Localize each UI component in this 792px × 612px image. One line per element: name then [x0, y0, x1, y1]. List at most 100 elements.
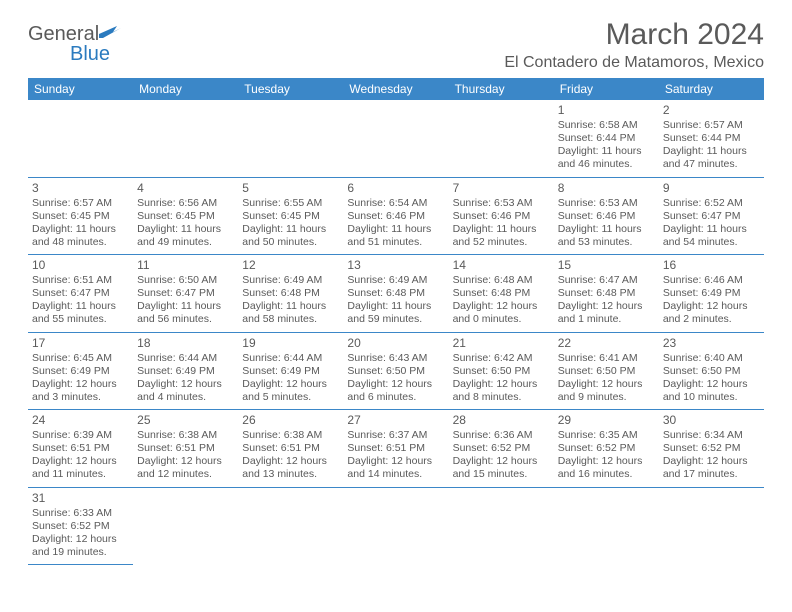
- brand-text-b: Blue: [70, 43, 110, 65]
- calendar-cell: 17Sunrise: 6:45 AMSunset: 6:49 PMDayligh…: [28, 333, 133, 411]
- calendar-cell: 27Sunrise: 6:37 AMSunset: 6:51 PMDayligh…: [343, 410, 448, 488]
- calendar-cell: 22Sunrise: 6:41 AMSunset: 6:50 PMDayligh…: [554, 333, 659, 411]
- calendar-cell-empty: [238, 100, 343, 178]
- daylight-text: Daylight: 12 hours: [32, 378, 129, 391]
- sunset-text: Sunset: 6:52 PM: [558, 442, 655, 455]
- day-number: 5: [242, 181, 339, 196]
- sunrise-text: Sunrise: 6:46 AM: [663, 274, 760, 287]
- sunrise-text: Sunrise: 6:53 AM: [558, 197, 655, 210]
- daylight-text-2: and 10 minutes.: [663, 391, 760, 404]
- daylight-text-2: and 58 minutes.: [242, 313, 339, 326]
- daylight-text: Daylight: 11 hours: [347, 300, 444, 313]
- sunrise-text: Sunrise: 6:55 AM: [242, 197, 339, 210]
- day-number: 22: [558, 336, 655, 351]
- sunset-text: Sunset: 6:47 PM: [32, 287, 129, 300]
- sunset-text: Sunset: 6:52 PM: [663, 442, 760, 455]
- day-number: 30: [663, 413, 760, 428]
- calendar-cell: 28Sunrise: 6:36 AMSunset: 6:52 PMDayligh…: [449, 410, 554, 488]
- daylight-text: Daylight: 12 hours: [347, 378, 444, 391]
- sunset-text: Sunset: 6:52 PM: [453, 442, 550, 455]
- sunrise-text: Sunrise: 6:34 AM: [663, 429, 760, 442]
- daylight-text: Daylight: 12 hours: [137, 455, 234, 468]
- sunset-text: Sunset: 6:49 PM: [242, 365, 339, 378]
- sunrise-text: Sunrise: 6:48 AM: [453, 274, 550, 287]
- sunrise-text: Sunrise: 6:39 AM: [32, 429, 129, 442]
- sunset-text: Sunset: 6:50 PM: [347, 365, 444, 378]
- day-number: 7: [453, 181, 550, 196]
- sunset-text: Sunset: 6:49 PM: [32, 365, 129, 378]
- weekday-header: Sunday: [28, 78, 133, 100]
- day-number: 18: [137, 336, 234, 351]
- daylight-text-2: and 3 minutes.: [32, 391, 129, 404]
- calendar-cell: 18Sunrise: 6:44 AMSunset: 6:49 PMDayligh…: [133, 333, 238, 411]
- weekday-header: Wednesday: [343, 78, 448, 100]
- calendar-header-row: Sunday Monday Tuesday Wednesday Thursday…: [28, 78, 764, 100]
- calendar-cell: 25Sunrise: 6:38 AMSunset: 6:51 PMDayligh…: [133, 410, 238, 488]
- sunset-text: Sunset: 6:48 PM: [558, 287, 655, 300]
- weekday-header: Tuesday: [238, 78, 343, 100]
- sunrise-text: Sunrise: 6:38 AM: [137, 429, 234, 442]
- calendar-cell: 20Sunrise: 6:43 AMSunset: 6:50 PMDayligh…: [343, 333, 448, 411]
- day-number: 17: [32, 336, 129, 351]
- weekday-header: Friday: [554, 78, 659, 100]
- calendar-cell: 26Sunrise: 6:38 AMSunset: 6:51 PMDayligh…: [238, 410, 343, 488]
- daylight-text: Daylight: 11 hours: [663, 145, 760, 158]
- sunset-text: Sunset: 6:46 PM: [347, 210, 444, 223]
- daylight-text: Daylight: 12 hours: [663, 378, 760, 391]
- calendar-cell: 8Sunrise: 6:53 AMSunset: 6:46 PMDaylight…: [554, 178, 659, 256]
- sunset-text: Sunset: 6:48 PM: [242, 287, 339, 300]
- calendar-body: 1Sunrise: 6:58 AMSunset: 6:44 PMDaylight…: [28, 100, 764, 565]
- sunrise-text: Sunrise: 6:54 AM: [347, 197, 444, 210]
- day-number: 28: [453, 413, 550, 428]
- day-number: 4: [137, 181, 234, 196]
- daylight-text-2: and 9 minutes.: [558, 391, 655, 404]
- sunset-text: Sunset: 6:51 PM: [242, 442, 339, 455]
- day-number: 1: [558, 103, 655, 118]
- day-number: 3: [32, 181, 129, 196]
- daylight-text-2: and 2 minutes.: [663, 313, 760, 326]
- sunrise-text: Sunrise: 6:56 AM: [137, 197, 234, 210]
- sunset-text: Sunset: 6:49 PM: [137, 365, 234, 378]
- daylight-text: Daylight: 12 hours: [32, 455, 129, 468]
- sunrise-text: Sunrise: 6:38 AM: [242, 429, 339, 442]
- daylight-text-2: and 11 minutes.: [32, 468, 129, 481]
- weekday-header: Saturday: [659, 78, 764, 100]
- sunrise-text: Sunrise: 6:44 AM: [137, 352, 234, 365]
- sunrise-text: Sunrise: 6:50 AM: [137, 274, 234, 287]
- daylight-text: Daylight: 12 hours: [347, 455, 444, 468]
- sunset-text: Sunset: 6:51 PM: [347, 442, 444, 455]
- sunrise-text: Sunrise: 6:49 AM: [242, 274, 339, 287]
- daylight-text-2: and 55 minutes.: [32, 313, 129, 326]
- daylight-text: Daylight: 11 hours: [242, 300, 339, 313]
- sunset-text: Sunset: 6:49 PM: [663, 287, 760, 300]
- daylight-text-2: and 46 minutes.: [558, 158, 655, 171]
- calendar-cell: 4Sunrise: 6:56 AMSunset: 6:45 PMDaylight…: [133, 178, 238, 256]
- calendar-cell: 30Sunrise: 6:34 AMSunset: 6:52 PMDayligh…: [659, 410, 764, 488]
- calendar-cell: 14Sunrise: 6:48 AMSunset: 6:48 PMDayligh…: [449, 255, 554, 333]
- daylight-text: Daylight: 12 hours: [242, 378, 339, 391]
- daylight-text-2: and 14 minutes.: [347, 468, 444, 481]
- sunset-text: Sunset: 6:45 PM: [32, 210, 129, 223]
- sunrise-text: Sunrise: 6:42 AM: [453, 352, 550, 365]
- calendar-cell: 5Sunrise: 6:55 AMSunset: 6:45 PMDaylight…: [238, 178, 343, 256]
- daylight-text-2: and 19 minutes.: [32, 546, 129, 559]
- day-number: 23: [663, 336, 760, 351]
- daylight-text-2: and 13 minutes.: [242, 468, 339, 481]
- daylight-text: Daylight: 12 hours: [453, 300, 550, 313]
- sunrise-text: Sunrise: 6:51 AM: [32, 274, 129, 287]
- daylight-text: Daylight: 11 hours: [242, 223, 339, 236]
- sunset-text: Sunset: 6:50 PM: [558, 365, 655, 378]
- sunset-text: Sunset: 6:52 PM: [32, 520, 129, 533]
- daylight-text: Daylight: 11 hours: [558, 145, 655, 158]
- daylight-text-2: and 51 minutes.: [347, 236, 444, 249]
- sunset-text: Sunset: 6:44 PM: [663, 132, 760, 145]
- daylight-text-2: and 16 minutes.: [558, 468, 655, 481]
- daylight-text: Daylight: 11 hours: [32, 223, 129, 236]
- calendar-cell: 2Sunrise: 6:57 AMSunset: 6:44 PMDaylight…: [659, 100, 764, 178]
- daylight-text-2: and 47 minutes.: [663, 158, 760, 171]
- sunrise-text: Sunrise: 6:53 AM: [453, 197, 550, 210]
- calendar-cell: 15Sunrise: 6:47 AMSunset: 6:48 PMDayligh…: [554, 255, 659, 333]
- sunset-text: Sunset: 6:46 PM: [558, 210, 655, 223]
- daylight-text: Daylight: 12 hours: [453, 455, 550, 468]
- sunset-text: Sunset: 6:50 PM: [663, 365, 760, 378]
